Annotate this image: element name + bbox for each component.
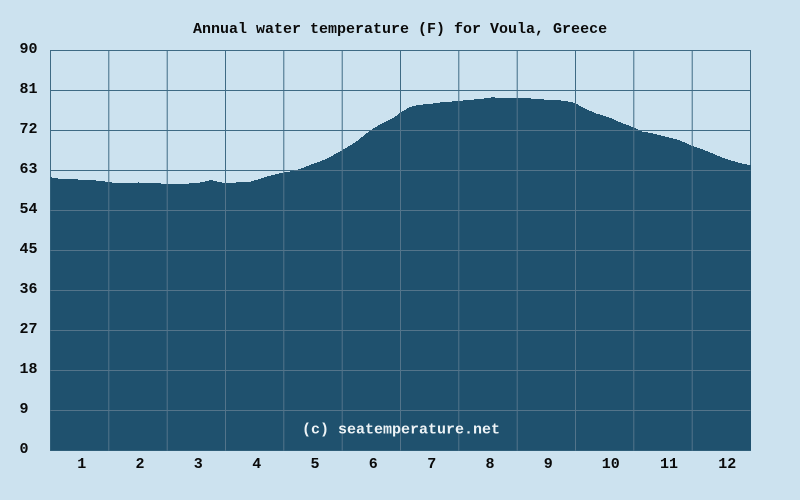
svg-text:2: 2 — [135, 456, 144, 473]
svg-text:63: 63 — [20, 161, 38, 178]
svg-text:9: 9 — [20, 401, 29, 418]
svg-text:11: 11 — [660, 456, 678, 473]
svg-text:10: 10 — [602, 456, 620, 473]
svg-text:7: 7 — [427, 456, 436, 473]
svg-text:5: 5 — [310, 456, 319, 473]
svg-text:(c) seatemperature.net: (c) seatemperature.net — [302, 422, 500, 439]
svg-text:90: 90 — [20, 41, 38, 58]
svg-text:27: 27 — [20, 321, 38, 338]
svg-text:72: 72 — [20, 121, 38, 138]
svg-text:Annual water temperature (F) f: Annual water temperature (F) for Voula, … — [193, 21, 607, 38]
svg-text:1: 1 — [77, 456, 86, 473]
svg-text:9: 9 — [544, 456, 553, 473]
svg-text:6: 6 — [369, 456, 378, 473]
svg-text:4: 4 — [252, 456, 261, 473]
svg-text:54: 54 — [20, 201, 38, 218]
svg-text:12: 12 — [718, 456, 736, 473]
svg-text:18: 18 — [20, 361, 38, 378]
svg-text:45: 45 — [20, 241, 38, 258]
svg-text:81: 81 — [20, 81, 38, 98]
svg-text:0: 0 — [20, 441, 29, 458]
svg-text:8: 8 — [485, 456, 494, 473]
svg-text:36: 36 — [20, 281, 38, 298]
svg-text:3: 3 — [194, 456, 203, 473]
